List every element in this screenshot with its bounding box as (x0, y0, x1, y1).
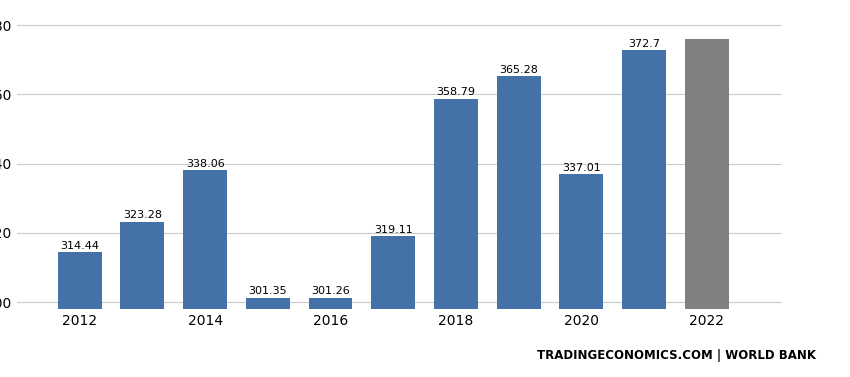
Bar (622, 51, 666, 377)
Bar (58, 252, 102, 377)
Text: 337.01: 337.01 (562, 162, 601, 173)
Text: 372.7: 372.7 (628, 39, 660, 49)
Text: 319.11: 319.11 (374, 225, 412, 234)
Bar (434, 99, 478, 377)
Text: 301.35: 301.35 (248, 286, 287, 296)
Bar (559, 174, 604, 377)
Bar (246, 297, 290, 377)
Bar (496, 76, 541, 377)
Text: 314.44: 314.44 (60, 241, 99, 251)
Text: 358.79: 358.79 (436, 87, 475, 97)
Bar (309, 298, 353, 377)
Text: 338.06: 338.06 (186, 159, 224, 169)
Bar (685, 39, 728, 377)
Text: 365.28: 365.28 (499, 65, 538, 75)
Text: 323.28: 323.28 (123, 210, 162, 220)
Text: TRADINGECONOMICS.COM | WORLD BANK: TRADINGECONOMICS.COM | WORLD BANK (537, 349, 816, 362)
Bar (371, 236, 415, 377)
Bar (121, 222, 164, 377)
Text: 301.26: 301.26 (311, 287, 350, 296)
Bar (183, 170, 227, 377)
